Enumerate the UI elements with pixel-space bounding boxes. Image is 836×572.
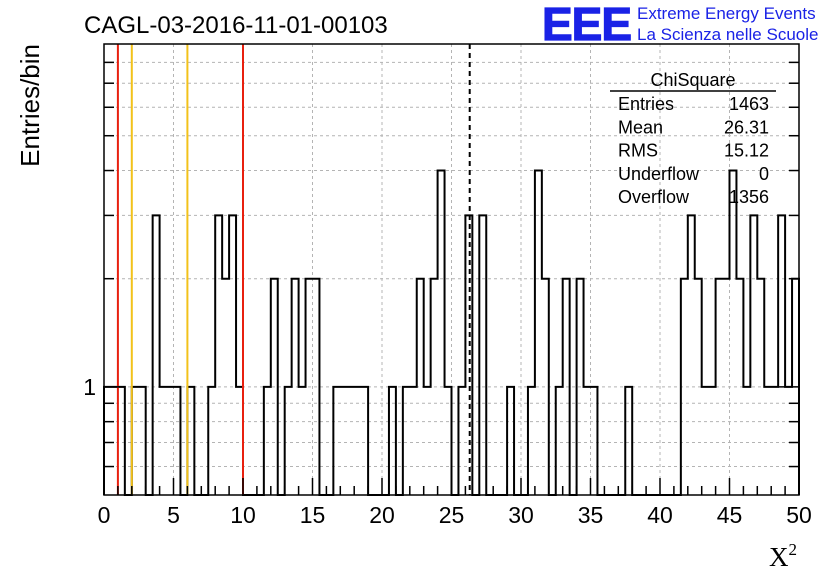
stats-value: 26.31 [724, 117, 769, 137]
x-tick-label: 50 [786, 502, 812, 528]
x-tick-label: 0 [98, 502, 111, 528]
x-tick-label: 25 [439, 502, 465, 528]
y-axis-label: Entries/bin [15, 44, 45, 167]
stats-value: 1463 [729, 94, 769, 114]
stats-value: 15.12 [724, 141, 769, 161]
x-axis-label-superscript: 2 [789, 540, 798, 559]
y-tick-label: 1 [83, 374, 96, 400]
x-axis-label-base: X [769, 542, 789, 572]
stats-box: ChiSquare Entries 1463 Mean 26.31 RMS 15.12 Un… [610, 70, 776, 207]
eee-logo-line2: La Scienza nelle Scuole [637, 25, 818, 44]
stats-label: Underflow [618, 164, 700, 184]
x-tick-label: 35 [578, 502, 604, 528]
chart-title: CAGL-03-2016-11-01-00103 [84, 12, 388, 39]
x-tick-label: 40 [647, 502, 673, 528]
stats-label: Overflow [618, 187, 690, 207]
axis-ticks [103, 61, 800, 495]
stats-value: 1356 [729, 187, 769, 207]
stats-box-title: ChiSquare [650, 70, 735, 90]
x-tick-label: 45 [717, 502, 743, 528]
x-tick-label: 20 [369, 502, 395, 528]
x-tick-label: 5 [167, 502, 180, 528]
stats-box-rows: Entries 1463 Mean 26.31 RMS 15.12 Underflow 0 Ov… [618, 94, 769, 207]
stats-value: 0 [759, 164, 769, 184]
stats-label: Mean [618, 117, 663, 137]
stats-label: RMS [618, 141, 658, 161]
x-axis-label: X2 [769, 540, 797, 572]
x-tick-label: 10 [230, 502, 256, 528]
tick-labels: 0 5 10 15 20 25 30 35 40 45 50 1 [83, 374, 812, 528]
threshold-lines [116, 44, 471, 495]
eee-logo-mark: EEE [542, 0, 631, 50]
eee-logo: EEE Extreme Energy Events La Scienza nel… [541, 0, 818, 51]
eee-logo-line1: Extreme Energy Events [637, 4, 816, 23]
x-tick-label: 15 [300, 502, 326, 528]
x-tick-label: 30 [508, 502, 534, 528]
stats-label: Entries [618, 94, 674, 114]
